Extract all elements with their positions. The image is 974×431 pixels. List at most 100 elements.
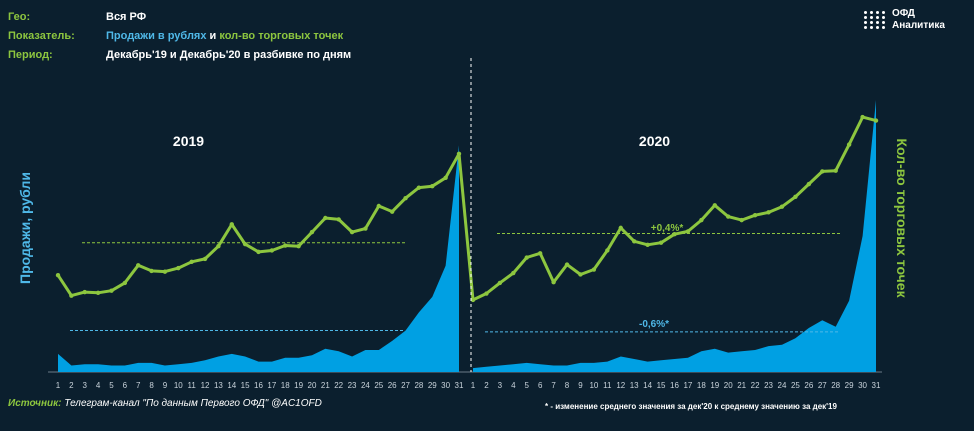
x-tick-label: 21 (321, 381, 330, 390)
x-tick-label: 31 (872, 381, 881, 390)
indicator-value: Продажи в рублях и кол-во торговых точек (106, 27, 351, 46)
points-marker (752, 212, 758, 218)
points-marker (403, 196, 408, 201)
x-tick-label: 24 (778, 381, 787, 390)
points-marker (712, 203, 717, 208)
x-tick-label: 10 (174, 381, 183, 390)
points-marker (136, 263, 141, 268)
x-tick-label: 26 (804, 381, 813, 390)
x-tick-label: 27 (401, 381, 410, 390)
points-marker (349, 229, 355, 235)
points-marker (605, 248, 610, 253)
x-tick-label: 18 (697, 381, 706, 390)
x-tick-label: 15 (657, 381, 666, 390)
points-marker (109, 288, 114, 293)
panel-title: 2019 (173, 133, 204, 149)
x-tick-label: 18 (281, 381, 290, 390)
x-tick-label: 16 (254, 381, 263, 390)
points-marker (309, 229, 315, 235)
y-axis-right-label: Кол-во торговых точек (894, 138, 910, 298)
points-marker (216, 244, 221, 249)
x-tick-label: 3 (498, 381, 503, 390)
points-marker (242, 241, 248, 247)
points-marker (69, 293, 74, 298)
points-marker (820, 169, 825, 174)
sales-area-2020 (473, 100, 876, 372)
panel-title: 2020 (639, 133, 670, 149)
points-marker (269, 248, 275, 253)
x-tick-label: 20 (724, 381, 733, 390)
points-marker (511, 270, 516, 276)
points-marker (591, 267, 597, 272)
x-tick-label: 1 (471, 381, 476, 390)
points-marker (739, 217, 744, 223)
period-label: Период: (8, 49, 53, 61)
x-tick-label: 24 (361, 381, 370, 390)
x-tick-label: 19 (710, 381, 719, 390)
x-tick-label: 26 (388, 381, 397, 390)
points-marker (202, 256, 208, 262)
x-tick-label: 5 (525, 381, 530, 390)
x-tick-label: 8 (149, 381, 154, 390)
points-marker (256, 249, 261, 255)
points-marker (672, 232, 677, 237)
points-marker (296, 244, 301, 249)
indicator-sales: Продажи в рублях (106, 30, 207, 42)
points-marker (578, 272, 583, 277)
x-tick-label: 13 (214, 381, 223, 390)
x-tick-label: 10 (589, 381, 598, 390)
points-marker (766, 210, 771, 215)
x-tick-label: 23 (348, 381, 357, 390)
x-tick-label: 8 (565, 381, 570, 390)
points-marker (524, 255, 529, 260)
points-marker (873, 118, 879, 123)
points-marker (860, 114, 865, 120)
x-tick-label: 31 (455, 381, 464, 390)
x-tick-label: 1 (56, 381, 61, 390)
footnote: * - изменение среднего значения за дек'2… (545, 402, 837, 411)
points-marker (82, 289, 87, 295)
points-marker (497, 280, 503, 286)
points-marker (685, 229, 691, 234)
x-tick-label: 16 (670, 381, 679, 390)
points-marker (551, 280, 556, 285)
points-line-2019 (56, 153, 461, 298)
points-change-label: +0,4%* (651, 223, 684, 234)
x-tick-label: 15 (241, 381, 250, 390)
source-label: Источник: (8, 398, 62, 409)
x-tick-label: 25 (791, 381, 800, 390)
logo-dots-icon (864, 11, 886, 29)
points-marker (726, 214, 731, 219)
x-tick-label: 13 (630, 381, 639, 390)
x-tick-label: 29 (845, 381, 854, 390)
filter-labels: Гео: Показатель: Период: (8, 8, 75, 65)
points-marker (618, 225, 623, 231)
x-tick-label: 5 (109, 381, 114, 390)
x-tick-label: 7 (551, 381, 556, 390)
x-tick-label: 21 (737, 381, 746, 390)
x-tick-label: 17 (683, 381, 692, 390)
indicator-and: и (206, 30, 220, 42)
points-marker (416, 185, 422, 190)
points-marker (645, 242, 650, 248)
x-tick-label: 14 (227, 381, 236, 390)
x-tick-label: 4 (96, 381, 101, 390)
points-marker (484, 291, 489, 296)
indicator-label: Показатель: (8, 30, 75, 42)
points-marker (55, 272, 61, 278)
x-tick-label: 20 (308, 381, 317, 390)
points-marker (122, 280, 128, 286)
points-marker (283, 243, 288, 248)
x-tick-label: 7 (136, 381, 141, 390)
x-tick-label: 22 (751, 381, 760, 390)
points-marker (699, 217, 704, 223)
x-tick-label: 25 (374, 381, 383, 390)
points-marker (95, 290, 101, 296)
x-tick-label: 3 (83, 381, 88, 390)
points-line-2020 (472, 115, 877, 302)
x-tick-label: 6 (123, 381, 128, 390)
filter-values: Вся РФ Продажи в рублях и кол-во торговы… (106, 8, 351, 65)
x-tick-label: 2 (69, 381, 74, 390)
x-tick-label: 4 (511, 381, 516, 390)
